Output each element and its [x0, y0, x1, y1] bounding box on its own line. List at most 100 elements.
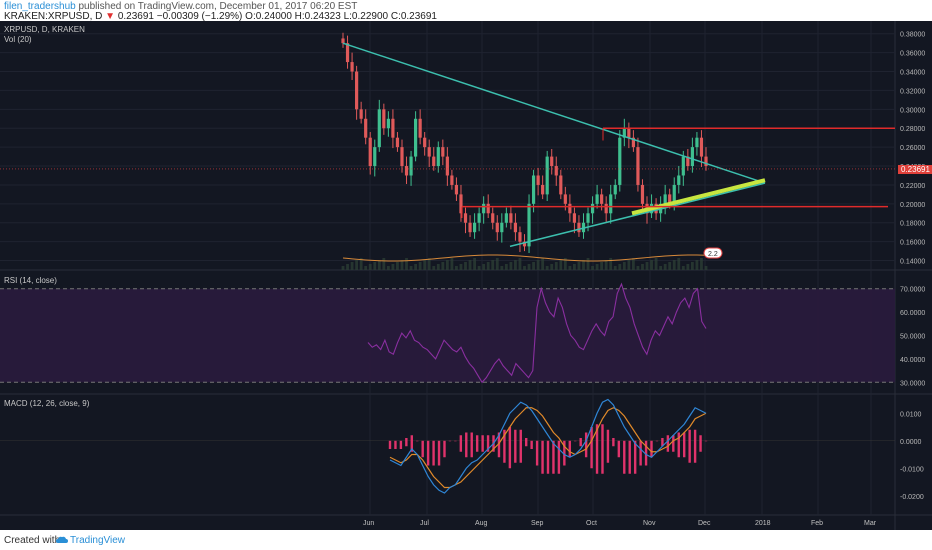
down-arrow-icon: ▼ — [105, 11, 116, 22]
volume-bar — [563, 258, 567, 270]
time-tick-label: Oct — [586, 520, 597, 527]
price-pane-title: XRPUSD, D, KRAKEN — [4, 25, 85, 34]
volume-bar — [573, 264, 576, 270]
volume-bar — [377, 260, 381, 270]
candle-body — [554, 166, 558, 176]
price-tick-label: 0.18000 — [900, 221, 925, 228]
chart-area[interactable]: Jun Jul Aug Sep Oct Nov Dec 2018 Feb Mar 0.38000 0.… — [0, 21, 932, 530]
macd-histogram-bar — [661, 438, 664, 447]
volume-bar — [532, 262, 535, 270]
macd-histogram-bar — [639, 440, 642, 466]
time-tick-label: Dec — [698, 520, 711, 527]
time-tick-label: Mar — [864, 520, 877, 527]
author-link[interactable]: filen_tradershub — [4, 1, 76, 12]
candle-body — [418, 118, 422, 138]
candle-body — [391, 118, 395, 138]
candle-body — [563, 194, 567, 204]
candle-body — [545, 156, 549, 195]
volume-bar — [373, 262, 377, 270]
volume-bar — [346, 264, 349, 270]
candle-body — [568, 203, 572, 214]
time-tick-label: Sep — [531, 520, 544, 527]
macd-histogram-bar — [475, 435, 479, 452]
macd-histogram-bar — [579, 438, 582, 447]
volume-bar — [536, 260, 540, 270]
macd-histogram-bar — [525, 438, 528, 447]
macd-histogram-bar — [704, 440, 708, 442]
volume-bar — [613, 266, 617, 270]
volume-bar — [355, 260, 359, 270]
price-tick-label: 0.14000 — [900, 259, 925, 266]
volume-bar — [690, 262, 694, 270]
candle-body — [513, 222, 518, 233]
candle-body — [414, 118, 418, 157]
macd-histogram-bar — [514, 429, 517, 463]
volume-bar — [672, 260, 676, 270]
candle-body — [432, 156, 436, 167]
candle-body — [559, 175, 563, 195]
price-tick-label: 0.20000 — [900, 202, 925, 209]
tradingview-brand[interactable]: TradingView — [70, 535, 126, 546]
rsi-tick-label: 60.0000 — [900, 310, 925, 317]
candle-body — [509, 213, 513, 223]
candle-body — [445, 156, 449, 176]
volume-badge-label: 2.2 — [708, 251, 718, 258]
price-change: −0.00309 (−1.29%) — [156, 11, 243, 22]
candle-body — [359, 109, 363, 119]
macd-histogram-bar — [459, 435, 463, 452]
volume-bar — [450, 258, 454, 270]
macd-histogram-bar — [683, 432, 686, 458]
candle-body — [527, 203, 531, 247]
candle-body — [609, 194, 613, 214]
macd-histogram-bar — [688, 429, 691, 463]
volume-bar — [636, 266, 640, 270]
volume-bar — [418, 262, 422, 270]
candle-body — [395, 137, 400, 148]
macd-histogram-bar — [470, 432, 473, 458]
volume-bar — [704, 266, 708, 270]
candle-body — [636, 147, 640, 185]
macd-histogram-bar — [541, 440, 544, 474]
candle-body — [536, 175, 540, 185]
volume-bar — [350, 262, 354, 270]
volume-bar — [386, 266, 390, 270]
volume-bar — [405, 258, 408, 270]
time-tick-label: Feb — [811, 520, 823, 527]
macd-histogram-bar — [650, 440, 653, 458]
candle-body — [627, 128, 631, 138]
macd-tick-label: -0.0200 — [900, 494, 924, 501]
volume-bar — [609, 258, 613, 270]
volume-bar — [455, 266, 458, 270]
candle-body — [454, 184, 459, 195]
volume-bar — [618, 264, 622, 270]
volume-bar — [632, 258, 635, 270]
price-tick-label: 0.36000 — [900, 51, 925, 58]
candle-body — [427, 147, 431, 157]
candle-body — [518, 232, 522, 242]
volume-ma-line — [342, 254, 707, 262]
candle-body — [350, 62, 354, 72]
volume-bar — [400, 260, 404, 270]
candle-body — [450, 175, 454, 185]
volume-bar — [641, 264, 644, 270]
candle-body — [604, 203, 608, 214]
macd-histogram-bar — [601, 424, 604, 474]
rsi-tick-label: 30.0000 — [900, 380, 925, 387]
macd-histogram-bar — [448, 440, 452, 442]
candle-body — [441, 147, 445, 157]
volume-bar — [482, 264, 486, 270]
volume-bar — [568, 266, 572, 270]
volume-bar — [441, 262, 445, 270]
volume-bar — [500, 266, 504, 270]
volume-bar — [341, 266, 345, 270]
publish-line: filen_tradershub published on TradingVie… — [4, 1, 357, 12]
volume-bar — [396, 262, 399, 270]
candle-body — [586, 213, 590, 223]
candle-body — [477, 213, 481, 223]
candle-body — [409, 156, 413, 176]
volume-bar — [582, 260, 585, 270]
macd-histogram-bar — [633, 440, 637, 474]
candle-body — [686, 156, 690, 167]
volume-bar — [604, 260, 608, 270]
candle-body — [355, 71, 359, 110]
